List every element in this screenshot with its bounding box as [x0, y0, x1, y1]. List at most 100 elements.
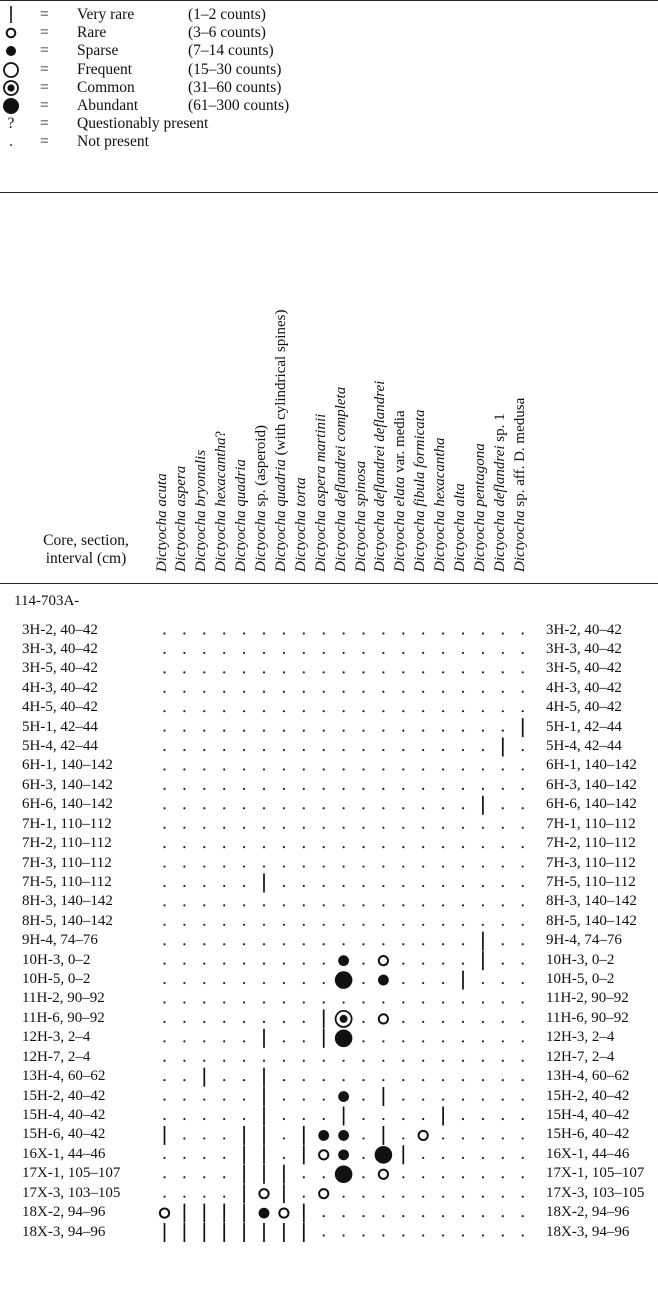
not-present-dot	[183, 846, 185, 848]
not-present-dot	[442, 1137, 444, 1139]
not-present-dot	[343, 788, 345, 790]
not-present-dot	[203, 1060, 205, 1062]
not-present-dot	[283, 671, 285, 673]
not-present-dot	[422, 943, 424, 945]
not-present-dot	[502, 1040, 504, 1042]
not-present-dot	[382, 1079, 384, 1081]
not-present-dot	[462, 807, 464, 809]
not-present-dot	[243, 827, 245, 829]
not-present-dot	[362, 807, 364, 809]
not-present-dot	[402, 652, 404, 654]
not-present-dot	[382, 632, 384, 634]
not-present-dot	[183, 691, 185, 693]
not-present-dot	[482, 1098, 484, 1100]
not-present-dot	[482, 1040, 484, 1042]
not-present-dot	[223, 807, 225, 809]
not-present-dot	[522, 1157, 524, 1159]
not-present-dot	[343, 1079, 345, 1081]
not-present-dot	[163, 710, 165, 712]
not-present-dot	[362, 691, 364, 693]
not-present-dot	[163, 652, 165, 654]
not-present-dot	[323, 788, 325, 790]
not-present-dot	[422, 671, 424, 673]
not-present-dot	[422, 1176, 424, 1178]
not-present-dot	[522, 671, 524, 673]
not-present-dot	[502, 807, 504, 809]
not-present-dot	[223, 710, 225, 712]
not-present-dot	[382, 943, 384, 945]
not-present-dot	[402, 1098, 404, 1100]
not-present-dot	[462, 1157, 464, 1159]
not-present-dot	[183, 1040, 185, 1042]
not-present-dot	[323, 1060, 325, 1062]
not-present-dot	[522, 1234, 524, 1236]
sparse-mark	[338, 1130, 349, 1141]
not-present-dot	[263, 1021, 265, 1023]
not-present-dot	[303, 807, 305, 809]
not-present-dot	[502, 652, 504, 654]
not-present-dot	[362, 1137, 364, 1139]
not-present-dot	[243, 924, 245, 926]
not-present-dot	[203, 1001, 205, 1003]
not-present-dot	[183, 768, 185, 770]
not-present-dot	[502, 943, 504, 945]
not-present-dot	[183, 904, 185, 906]
not-present-dot	[163, 982, 165, 984]
not-present-dot	[323, 671, 325, 673]
not-present-dot	[323, 768, 325, 770]
sparse-mark	[259, 1208, 270, 1219]
not-present-dot	[223, 1060, 225, 1062]
not-present-dot	[442, 982, 444, 984]
not-present-dot	[323, 943, 325, 945]
not-present-dot	[442, 1196, 444, 1198]
not-present-dot	[183, 1021, 185, 1023]
not-present-dot	[243, 963, 245, 965]
not-present-dot	[323, 827, 325, 829]
not-present-dot	[482, 1234, 484, 1236]
not-present-dot	[203, 1040, 205, 1042]
not-present-dot	[382, 1215, 384, 1217]
not-present-dot	[382, 1001, 384, 1003]
not-present-dot	[223, 1137, 225, 1139]
not-present-dot	[382, 924, 384, 926]
not-present-dot	[382, 846, 384, 848]
not-present-dot	[243, 730, 245, 732]
not-present-dot	[462, 963, 464, 965]
not-present-dot	[223, 788, 225, 790]
not-present-dot	[362, 924, 364, 926]
rare-mark	[279, 1209, 288, 1218]
not-present-dot	[263, 652, 265, 654]
not-present-dot	[303, 788, 305, 790]
not-present-dot	[223, 691, 225, 693]
not-present-dot	[462, 1040, 464, 1042]
not-present-dot	[283, 632, 285, 634]
not-present-dot	[362, 1157, 364, 1159]
not-present-dot	[283, 1040, 285, 1042]
not-present-dot	[243, 846, 245, 848]
not-present-dot	[183, 943, 185, 945]
not-present-dot	[422, 963, 424, 965]
not-present-dot	[502, 1176, 504, 1178]
not-present-dot	[263, 1001, 265, 1003]
not-present-dot	[462, 1234, 464, 1236]
not-present-dot	[303, 652, 305, 654]
not-present-dot	[223, 1079, 225, 1081]
not-present-dot	[223, 1001, 225, 1003]
not-present-dot	[343, 1001, 345, 1003]
not-present-dot	[462, 1176, 464, 1178]
not-present-dot	[283, 807, 285, 809]
not-present-dot	[283, 885, 285, 887]
not-present-dot	[263, 865, 265, 867]
not-present-dot	[343, 632, 345, 634]
not-present-dot	[303, 846, 305, 848]
not-present-dot	[183, 671, 185, 673]
not-present-dot	[163, 924, 165, 926]
not-present-dot	[402, 1137, 404, 1139]
not-present-dot	[482, 768, 484, 770]
not-present-dot	[362, 671, 364, 673]
not-present-dot	[402, 1040, 404, 1042]
not-present-dot	[482, 924, 484, 926]
not-present-dot	[183, 749, 185, 751]
not-present-dot	[243, 1040, 245, 1042]
